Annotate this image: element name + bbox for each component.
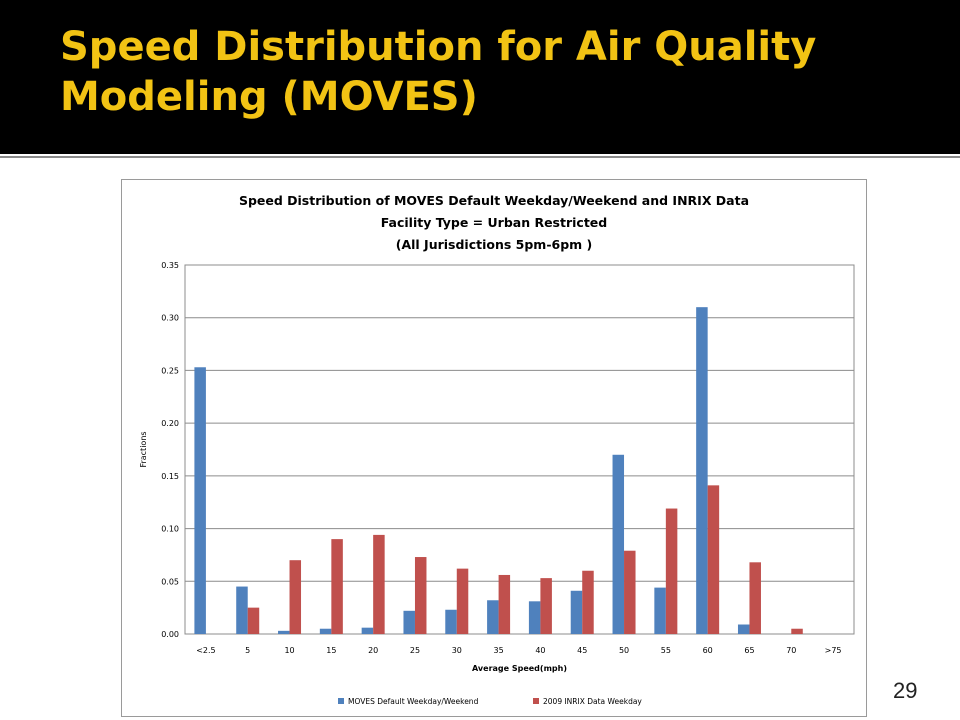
legend-label-moves: MOVES Default Weekday/Weekend — [348, 697, 479, 706]
bar-inrix-10 — [624, 550, 636, 634]
slide-title: Speed Distribution for Air Quality Model… — [60, 24, 817, 120]
y-tick-label: 0.00 — [161, 630, 179, 639]
bar-inrix-3 — [331, 539, 343, 634]
x-tick-label: 55 — [661, 646, 671, 655]
bar-inrix-14 — [791, 628, 803, 634]
bar-moves-3 — [319, 628, 332, 634]
bar-moves-7 — [487, 600, 499, 634]
x-tick-label: 50 — [619, 646, 629, 655]
bar-chart: 0.00 0.05 0.10 0.15 0.20 0.25 0.30 0.35 <2.5 5 10 1… — [139, 261, 855, 706]
x-tick-label: 15 — [326, 646, 336, 655]
bar-moves-5 — [403, 610, 415, 634]
bar-moves-6 — [445, 609, 457, 634]
x-tick-label: 45 — [577, 646, 587, 655]
x-tick-label: 25 — [410, 646, 420, 655]
bar-inrix-9 — [582, 570, 594, 634]
title-band — [0, 0, 960, 150]
y-tick-label: 0.15 — [161, 472, 179, 481]
chart-title: Speed Distribution of MOVES Default Week… — [122, 190, 866, 256]
bar-inrix-6 — [456, 568, 469, 634]
bar-moves-4 — [361, 627, 374, 634]
title-rule-secondary — [0, 156, 960, 158]
chart-title-line-2: Facility Type = Urban Restricted — [380, 215, 608, 230]
legend-swatch-moves — [338, 698, 344, 704]
y-axis-label: Fractions — [139, 431, 148, 467]
plot-area — [184, 264, 855, 635]
x-tick-label: <2.5 — [196, 646, 215, 655]
page-number: 29 — [893, 678, 918, 703]
x-tick-label: 30 — [452, 646, 462, 655]
x-tick-label: 5 — [245, 646, 250, 655]
y-tick-label: 0.20 — [161, 419, 179, 428]
bar-moves-0 — [194, 367, 206, 634]
chart-title-line-1: Speed Distribution of MOVES Default Week… — [238, 193, 750, 208]
bar-moves-11 — [654, 587, 666, 634]
bar-inrix-5 — [414, 557, 427, 634]
bar-moves-2 — [278, 630, 290, 634]
x-axis-label: Average Speed(mph) — [472, 664, 567, 673]
legend-label-inrix: 2009 INRIX Data Weekday — [543, 697, 642, 706]
bar-moves-9 — [570, 590, 583, 634]
title-rule — [0, 150, 960, 154]
x-tick-label: 20 — [368, 646, 378, 655]
bar-inrix-11 — [665, 508, 678, 634]
bar-inrix-12 — [707, 485, 720, 634]
x-tick-label: 70 — [786, 646, 796, 655]
bar-inrix-2 — [289, 560, 302, 634]
x-tick-label: 35 — [494, 646, 504, 655]
y-tick-label: 0.10 — [161, 525, 179, 534]
bar-moves-8 — [528, 601, 541, 634]
bar-inrix-1 — [247, 607, 260, 634]
bar-moves-12 — [696, 307, 708, 634]
x-tick-label: 65 — [744, 646, 754, 655]
bar-moves-13 — [737, 624, 750, 634]
y-tick-label: 0.35 — [161, 261, 179, 270]
x-tick-label: 40 — [535, 646, 545, 655]
bar-moves-10 — [612, 454, 625, 634]
x-tick-label: 10 — [284, 646, 294, 655]
chart-title-line-3: (All Jurisdictions 5pm-6pm ) — [395, 237, 593, 252]
x-tick-label: 60 — [703, 646, 713, 655]
y-tick-label: 0.25 — [161, 366, 179, 375]
bar-inrix-8 — [540, 578, 552, 634]
bar-inrix-4 — [373, 534, 385, 634]
bar-inrix-13 — [749, 562, 761, 634]
y-tick-label: 0.05 — [161, 577, 179, 586]
chart-frame: Speed Distribution of MOVES Default Week… — [121, 179, 867, 717]
x-tick-label: >75 — [825, 646, 842, 655]
legend-swatch-inrix — [533, 698, 539, 704]
bar-inrix-7 — [498, 574, 511, 634]
y-tick-label: 0.30 — [161, 314, 179, 323]
bar-moves-1 — [236, 586, 248, 634]
